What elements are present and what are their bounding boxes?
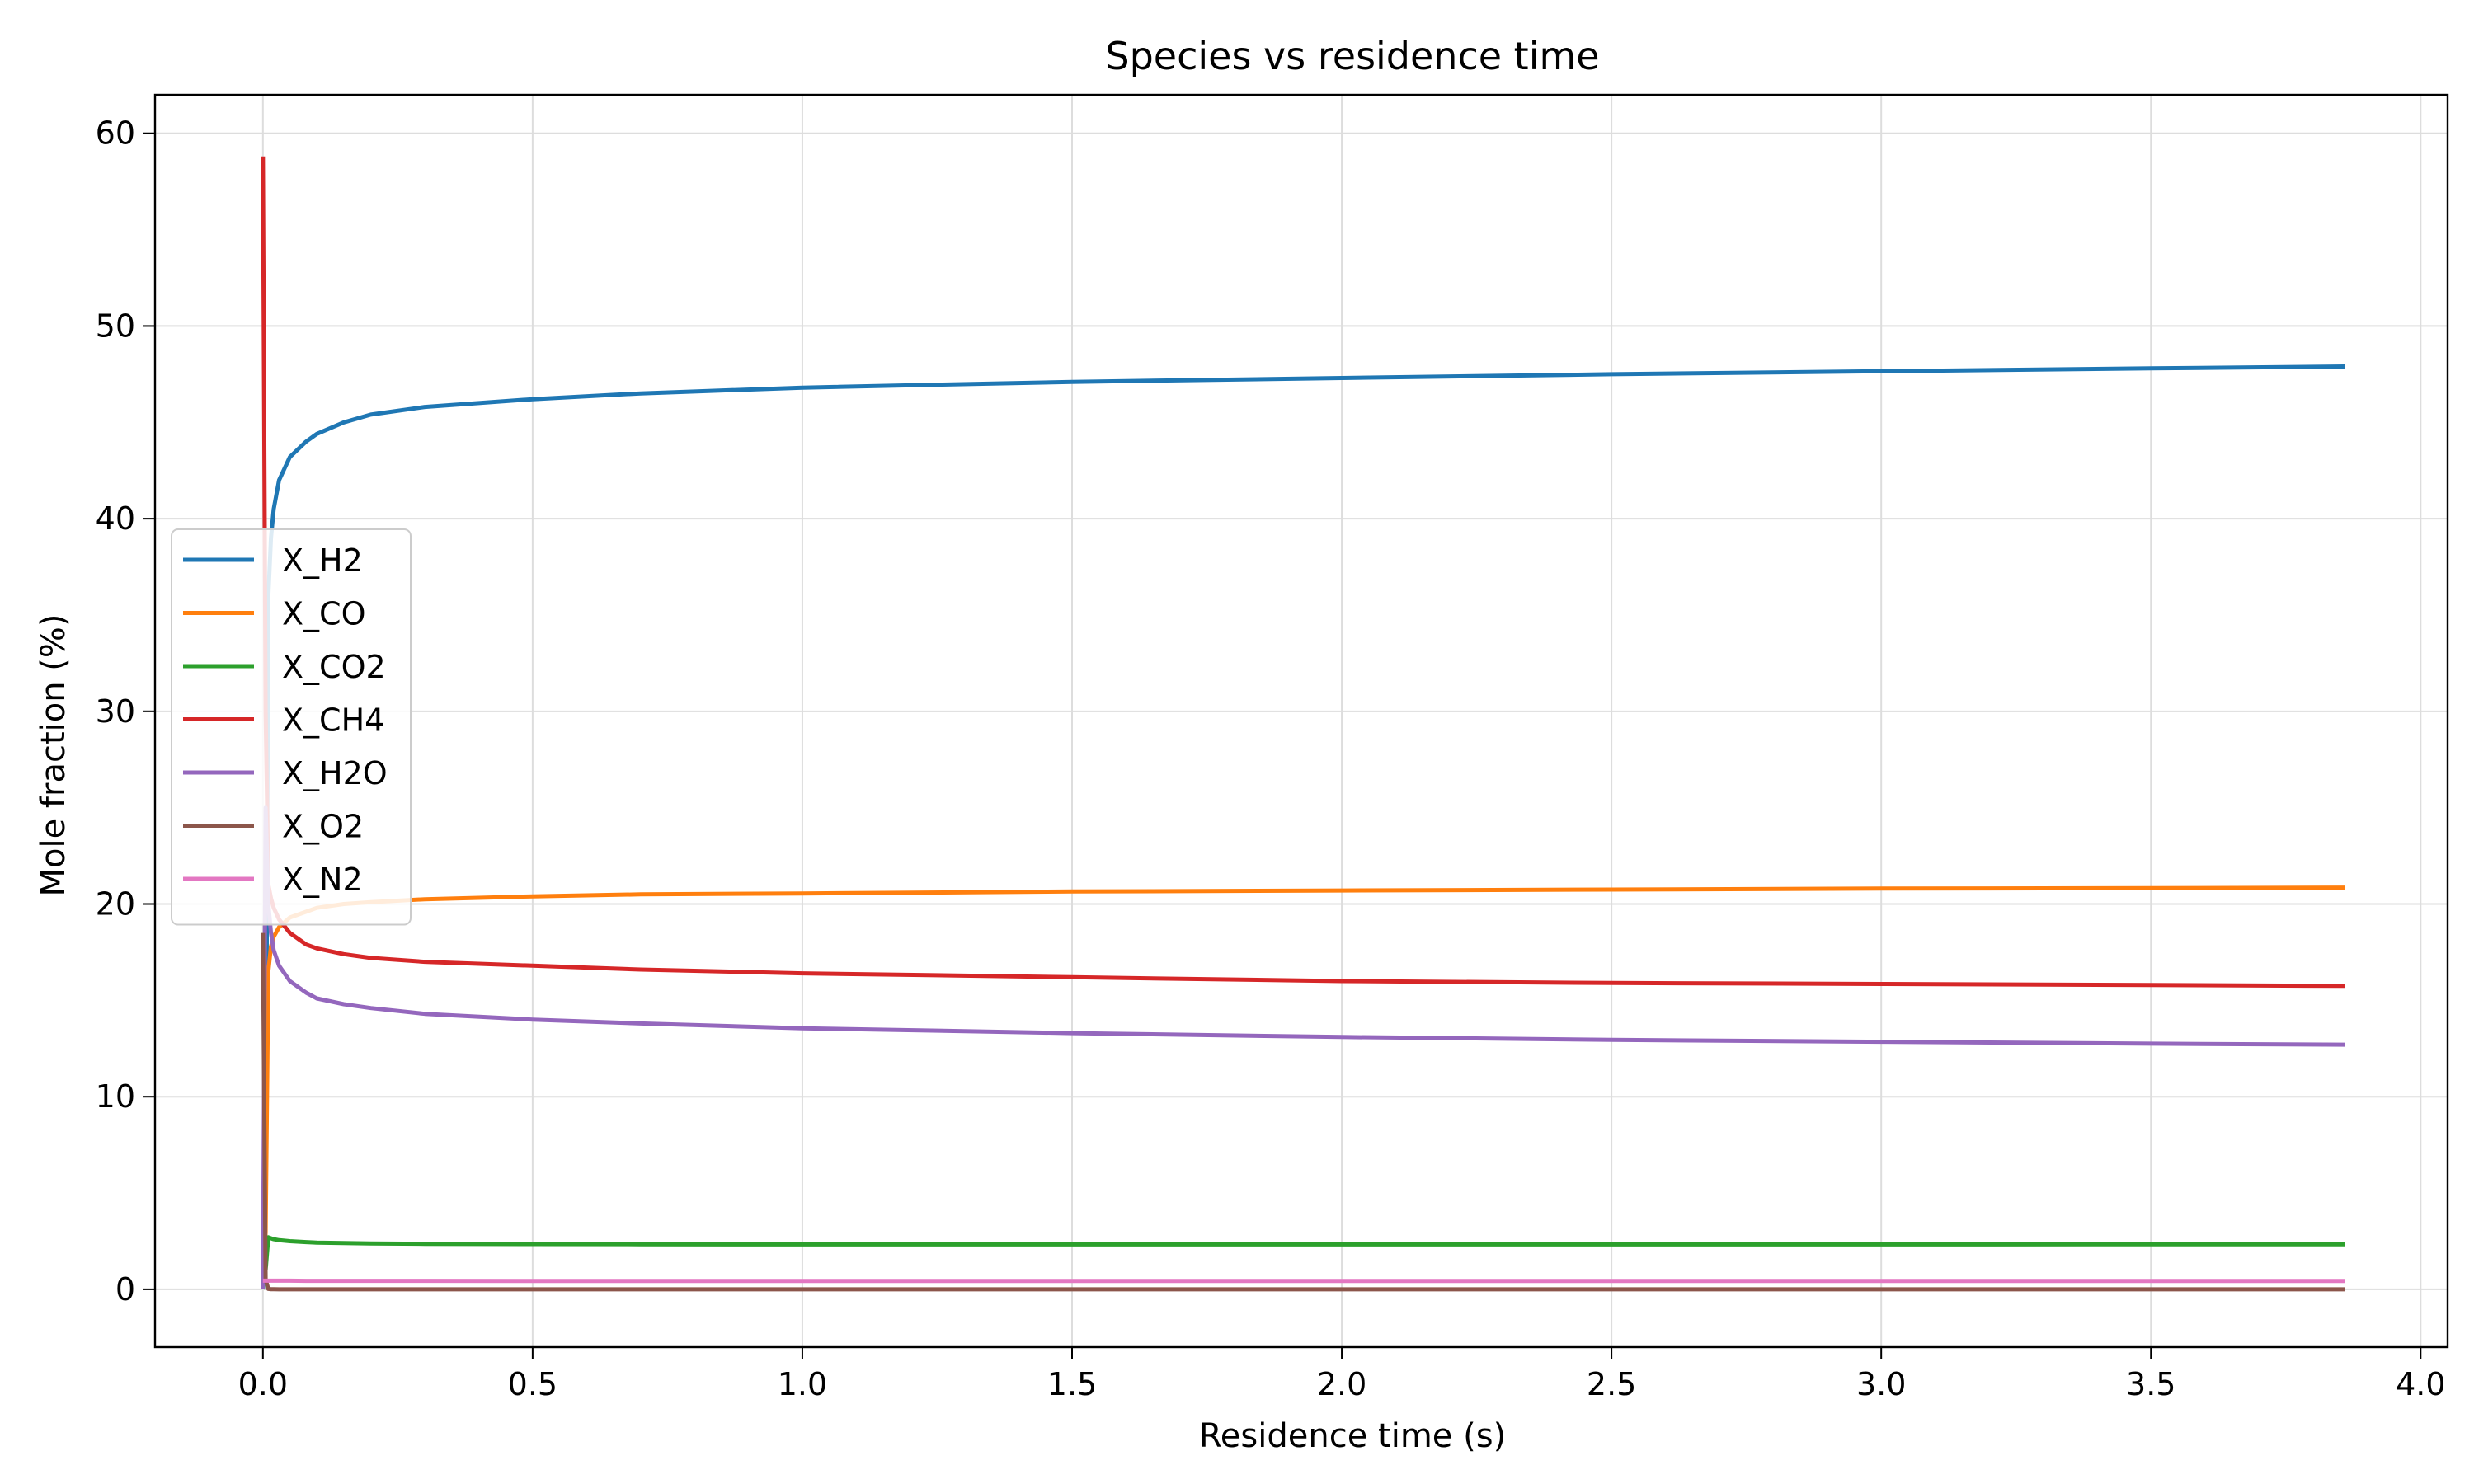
y-tick-label: 40 xyxy=(96,500,135,537)
legend-label-x-ch4: X_CH4 xyxy=(282,702,384,739)
x-tick-label: 2.5 xyxy=(1587,1366,1636,1402)
y-axis-label: Mole fraction (%) xyxy=(35,613,73,896)
x-tick-label: 0.0 xyxy=(238,1366,288,1402)
legend-label-x-co: X_CO xyxy=(282,596,365,632)
plot-frame xyxy=(153,93,2449,1349)
series-line-x-h2 xyxy=(261,364,2345,1289)
chart-title: Species vs residence time xyxy=(1105,34,1599,78)
legend-label-x-n2: X_N2 xyxy=(282,862,363,898)
series-line-x-h2o xyxy=(261,805,2345,1289)
y-tick-label: 50 xyxy=(96,308,135,344)
y-tick-label: 20 xyxy=(96,886,135,923)
series-line-x-co2 xyxy=(261,1235,2345,1290)
legend-label-x-co2: X_CO2 xyxy=(282,649,386,685)
x-tick-label: 4.0 xyxy=(2396,1366,2445,1402)
y-tick-label: 30 xyxy=(96,693,135,730)
legend-label-x-h2o: X_H2O xyxy=(282,755,388,791)
x-tick-label: 2.0 xyxy=(1317,1366,1366,1402)
x-tick-label: 3.0 xyxy=(1856,1366,1906,1402)
legend-label-x-h2: X_H2 xyxy=(282,542,363,579)
x-tick-label: 0.5 xyxy=(508,1366,557,1402)
x-tick-label: 1.5 xyxy=(1047,1366,1097,1402)
x-tick-label: 3.5 xyxy=(2126,1366,2175,1402)
series-line-x-o2 xyxy=(261,932,2345,1292)
x-tick-label: 1.0 xyxy=(778,1366,827,1402)
legend-label-x-o2: X_O2 xyxy=(282,809,364,845)
ticks: 0.0 0.5 1.0 1.5 2.0 2.5 3.0 3.5 4.0 0 10 20 30 40 50 60 xyxy=(96,115,2446,1402)
y-tick-label: 0 xyxy=(115,1271,135,1308)
legend: X_H2 X_CO X_CO2 X_CH4 X_H2O X_O2 X_N2 xyxy=(171,528,412,926)
y-tick-label: 60 xyxy=(96,115,135,152)
y-tick-label: 10 xyxy=(96,1078,135,1115)
series-group xyxy=(261,156,2345,1292)
x-axis-label: Residence time (s) xyxy=(1199,1417,1506,1455)
